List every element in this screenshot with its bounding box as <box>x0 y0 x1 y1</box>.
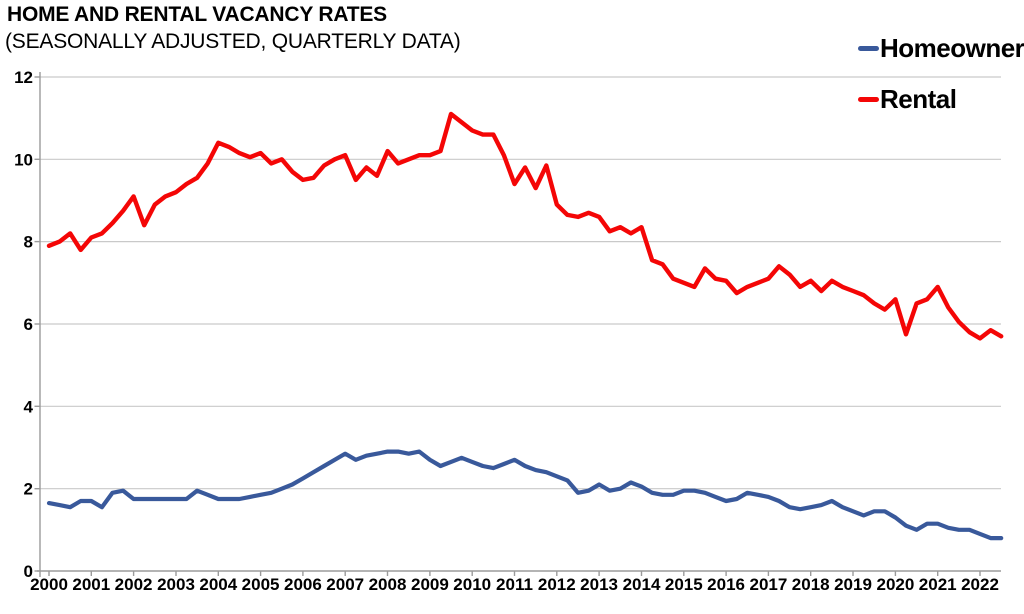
x-axis-label: 2010 <box>453 575 491 594</box>
x-axis-label: 2006 <box>284 575 322 594</box>
homeowner-series-line <box>46 449 1004 541</box>
x-axis-label: 2019 <box>834 575 872 594</box>
x-axis-label: 2001 <box>72 575 110 594</box>
x-axis-label: 2002 <box>115 575 153 594</box>
y-axis-label: 8 <box>24 233 33 252</box>
x-axis-label: 2013 <box>580 575 618 594</box>
rental-line-swatch <box>858 96 879 102</box>
x-axis-label: 2008 <box>369 575 407 594</box>
y-axis-label: 2 <box>24 480 33 499</box>
y-axis-label: 10 <box>14 150 33 169</box>
homeowner-line-swatch <box>858 45 879 51</box>
x-axis-label: 2016 <box>707 575 745 594</box>
x-axis-label: 2020 <box>876 575 914 594</box>
x-axis-label: 2021 <box>919 575 957 594</box>
y-axis-label: 6 <box>24 315 33 334</box>
chart-subtitle: (SEASONALLY ADJUSTED, QUARTERLY DATA) <box>5 30 461 53</box>
y-axis-label: 12 <box>14 68 33 87</box>
x-axis-label: 2011 <box>496 575 533 594</box>
x-axis-label: 2009 <box>411 575 449 594</box>
y-axis-label: 0 <box>24 562 33 581</box>
legend-item-rental: Rental <box>858 84 957 114</box>
legend-label-homeowner: Homeowner <box>880 33 1024 63</box>
x-axis-label: 2017 <box>749 575 787 594</box>
x-axis-label: 2005 <box>242 575 280 594</box>
x-axis-label: 2004 <box>199 575 237 594</box>
legend-label-rental: Rental <box>880 84 957 114</box>
x-axis-label: 2018 <box>792 575 830 594</box>
chart-title: HOME AND RENTAL VACANCY RATES <box>7 3 387 26</box>
x-axis-label: 2014 <box>623 575 661 594</box>
x-axis-label: 2003 <box>157 575 195 594</box>
y-axis-label: 4 <box>24 397 34 416</box>
x-axis-label: 2012 <box>538 575 576 594</box>
rental-series-line <box>46 111 1004 341</box>
x-axis-label: 2007 <box>326 575 364 594</box>
x-axis-label: 2015 <box>665 575 703 594</box>
x-axis-label: 2022 <box>961 575 999 594</box>
x-axis-label: 2000 <box>30 575 68 594</box>
legend-item-homeowner: Homeowner <box>858 34 1024 62</box>
